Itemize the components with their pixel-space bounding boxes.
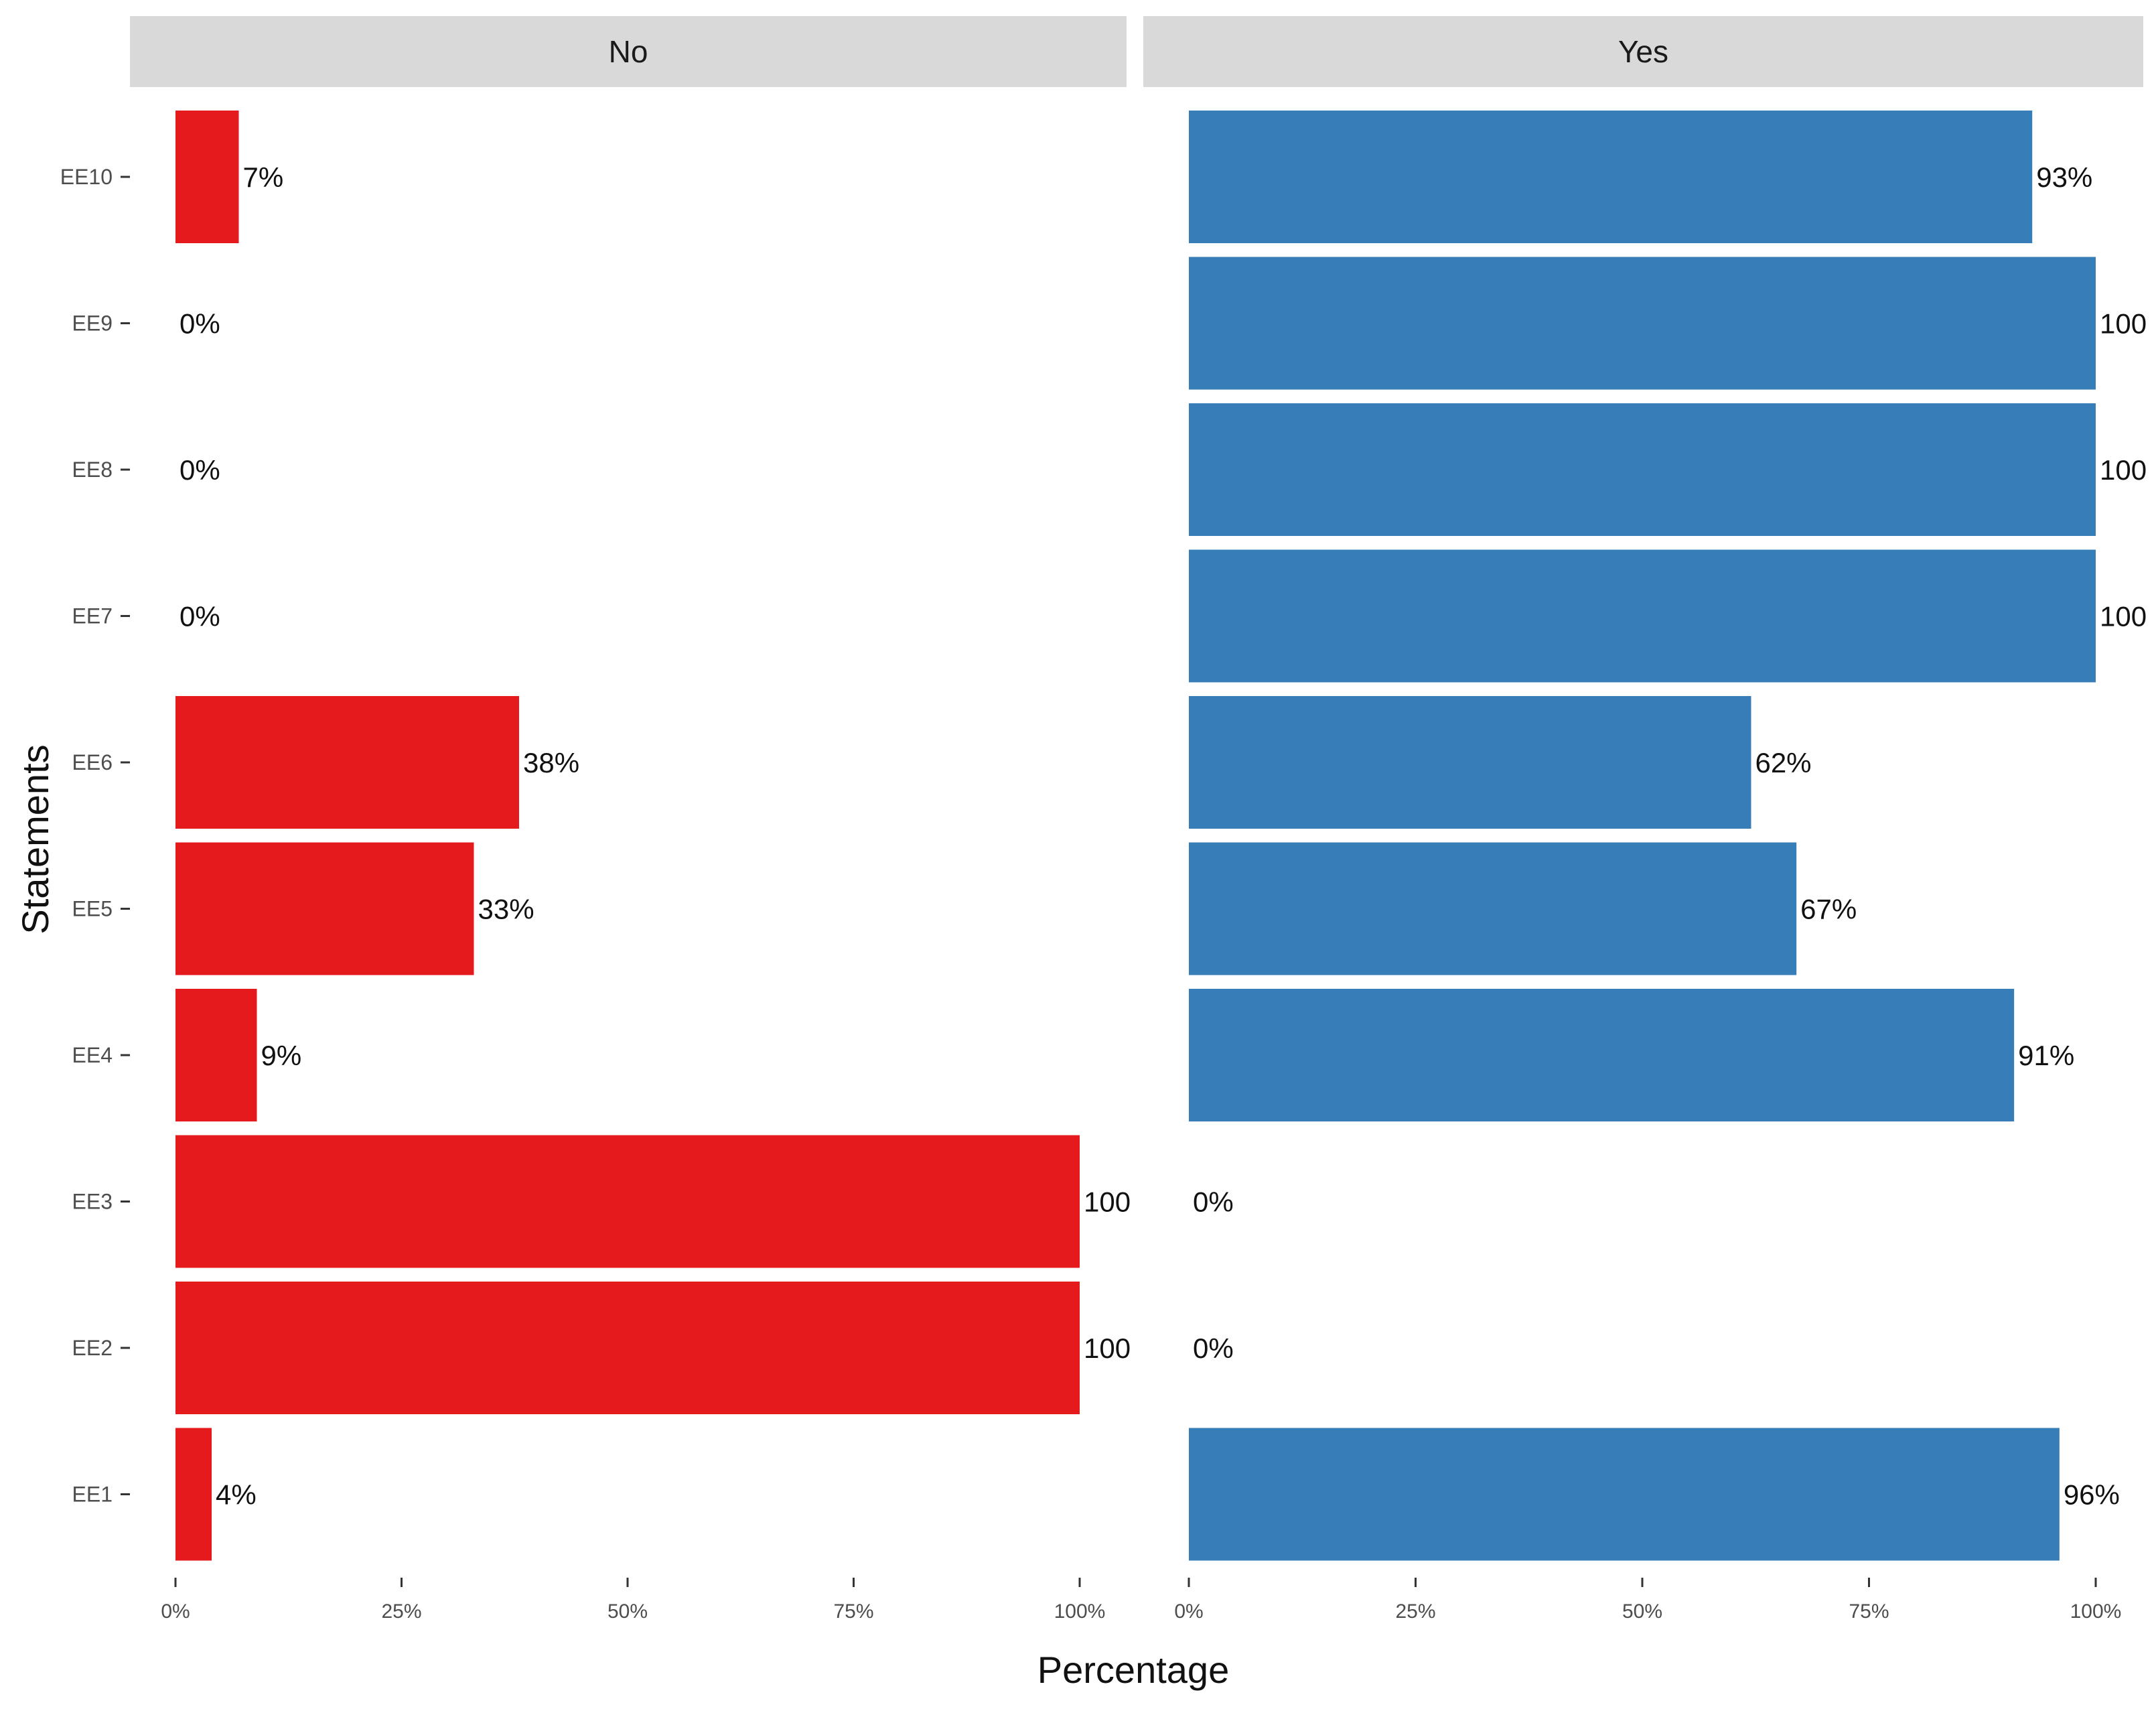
y-axis-title: Statements: [14, 744, 56, 934]
facet-strip-yes: [1143, 16, 2143, 87]
bar-yes-ee5: [1189, 842, 1797, 975]
x-axis-title: Percentage: [1037, 1649, 1229, 1691]
facet-panel-yes: Yes 93% 100 100 100 62% 67% 91% 0% 0% 96% 0% 25% 50% 7…: [1143, 16, 2147, 1623]
bar-no-ee1: [175, 1428, 212, 1561]
data-label-no-ee7: 0%: [179, 601, 220, 632]
data-label-yes-ee5: 67%: [1800, 894, 1857, 925]
y-tick-label-ee8: EE8: [72, 458, 113, 482]
data-label-yes-ee8: 100: [2100, 454, 2147, 486]
data-label-yes-ee6: 62%: [1755, 747, 1811, 778]
data-label-no-ee3: 100: [1084, 1186, 1131, 1218]
y-tick-label-ee7: EE7: [72, 604, 113, 628]
bar-no-ee5: [175, 842, 474, 975]
x-tick-label: 0%: [161, 1600, 190, 1623]
data-label-yes-ee10: 93%: [2036, 161, 2092, 193]
x-tick-label: 50%: [1622, 1600, 1662, 1623]
bar-yes-ee7: [1189, 549, 2096, 683]
data-label-no-ee5: 33%: [478, 894, 534, 925]
bar-no-ee3: [175, 1135, 1080, 1268]
x-tick-label: 0%: [1174, 1600, 1203, 1623]
y-tick-label-ee2: EE2: [72, 1336, 113, 1360]
data-label-yes-ee2: 0%: [1193, 1332, 1234, 1364]
data-label-yes-ee9: 100: [2100, 308, 2147, 340]
facet-panel-no: No 7% 0% 0% 0% 38% 33% 9% 100 100 4% 0% 25% 50% 75% 100…: [130, 16, 1131, 1623]
bar-no-ee2: [175, 1282, 1080, 1414]
y-tick-label-ee5: EE5: [72, 897, 113, 921]
data-label-no-ee10: 7%: [243, 161, 284, 193]
bar-yes-ee9: [1189, 257, 2096, 390]
y-tick-label-ee10: EE10: [60, 165, 113, 189]
facet-strip-label: No: [609, 34, 648, 69]
bar-yes-ee10: [1189, 111, 2033, 243]
y-tick-label-ee1: EE1: [72, 1483, 113, 1507]
y-axis: EE10 EE9 EE8 EE7 EE6 EE5 EE4 EE3 EE2 EE1: [60, 165, 130, 1507]
bar-no-ee10: [175, 111, 239, 243]
data-label-no-ee9: 0%: [179, 308, 220, 340]
data-label-no-ee6: 38%: [523, 747, 579, 778]
y-tick-label-ee4: EE4: [72, 1043, 113, 1067]
x-tick-label: 50%: [607, 1600, 648, 1623]
data-label-yes-ee4: 91%: [2018, 1040, 2074, 1071]
y-tick-label-ee9: EE9: [72, 312, 113, 336]
bar-yes-ee4: [1189, 989, 2015, 1121]
data-label-no-ee4: 9%: [261, 1040, 302, 1071]
bar-no-ee6: [175, 696, 519, 829]
data-label-yes-ee7: 100: [2100, 601, 2147, 632]
data-label-yes-ee1: 96%: [2064, 1479, 2120, 1511]
x-tick-label: 25%: [1395, 1600, 1435, 1623]
data-label-yes-ee3: 0%: [1193, 1186, 1234, 1218]
facet-panels: No 7% 0% 0% 0% 38% 33% 9% 100 100 4% 0% 25% 50% 75% 100…: [130, 16, 2147, 1623]
bar-yes-ee8: [1189, 403, 2096, 536]
data-label-no-ee1: 4%: [216, 1479, 257, 1511]
y-tick-label-ee6: EE6: [72, 750, 113, 774]
data-label-no-ee2: 100: [1084, 1332, 1131, 1364]
x-tick-label: 75%: [833, 1600, 873, 1623]
bar-yes-ee1: [1189, 1428, 2060, 1561]
x-tick-label: 75%: [1849, 1600, 1889, 1623]
bar-no-ee4: [175, 989, 257, 1121]
bar-yes-ee6: [1189, 696, 1751, 829]
data-label-no-ee8: 0%: [179, 454, 220, 486]
x-tick-label: 100%: [2070, 1600, 2122, 1623]
facet-strip-no: [130, 16, 1127, 87]
facet-strip-label: Yes: [1618, 34, 1668, 69]
x-tick-label: 25%: [381, 1600, 421, 1623]
y-tick-label-ee3: EE3: [72, 1190, 113, 1214]
x-tick-label: 100%: [1054, 1600, 1106, 1623]
